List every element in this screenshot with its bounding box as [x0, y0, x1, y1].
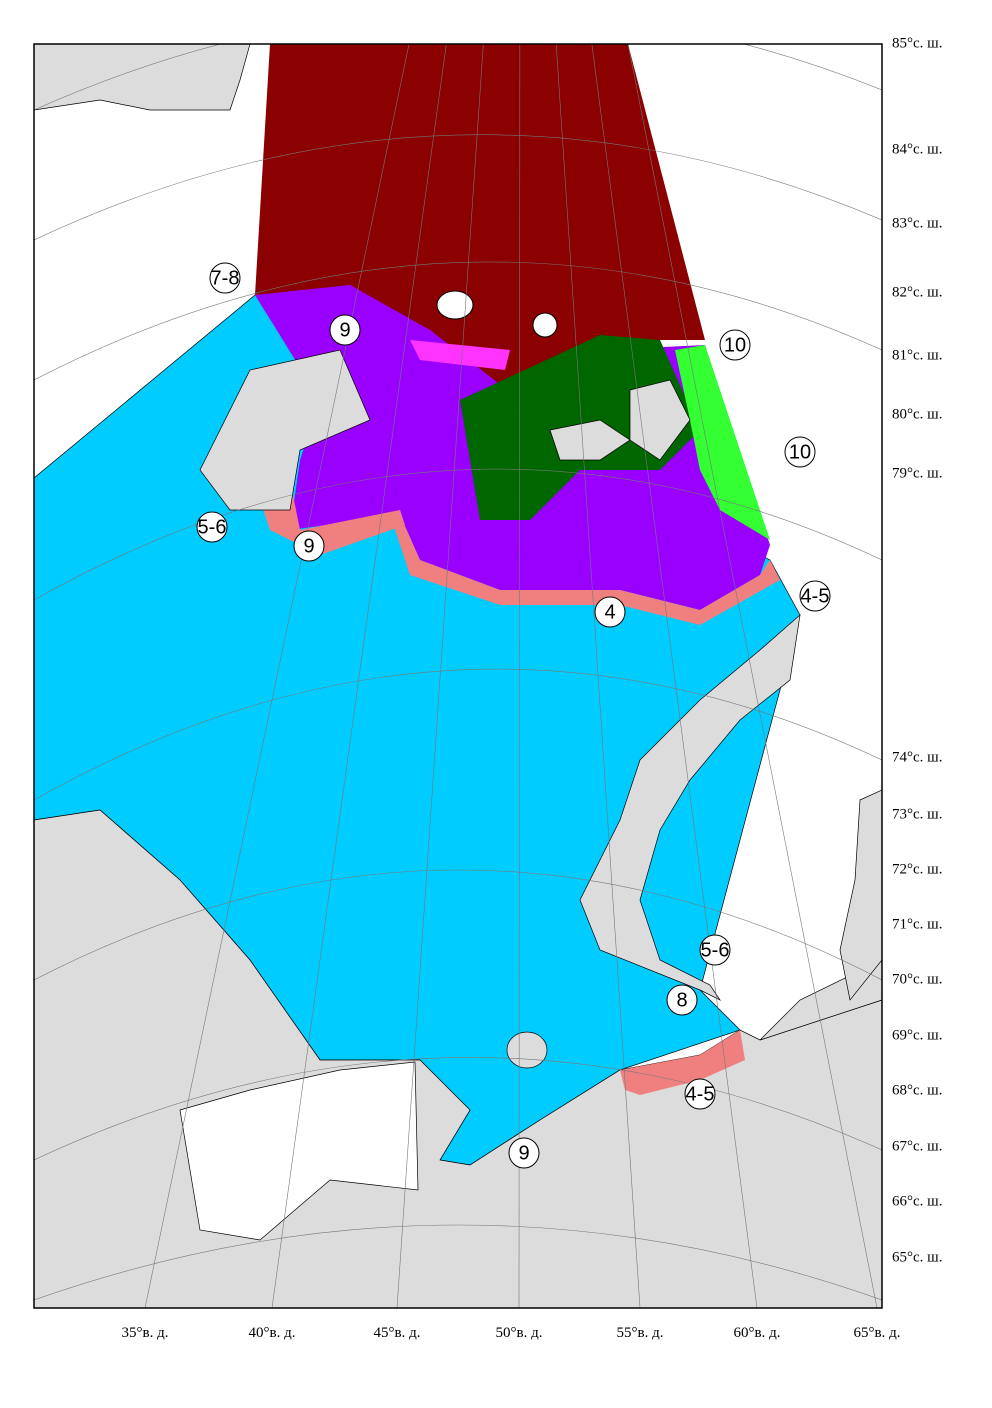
- ice-label: 10: [724, 334, 746, 356]
- ice-zone: [410, 340, 510, 370]
- graticule: [34, 44, 882, 1308]
- labels: 85°с. ш. 84°с. ш. 83°с. ш. 82°с. ш. 81°с. ш.…: [122, 35, 943, 1341]
- white-sea: [179, 1061, 419, 1241]
- lat-label: 65°с. ш.: [892, 1249, 942, 1265]
- lat-label: 83°с. ш.: [892, 215, 942, 231]
- lat-label: 67°с. ш.: [892, 1138, 942, 1154]
- ice-label: 4: [604, 601, 615, 623]
- ice-zone: [255, 44, 705, 410]
- lon-label: 55°в. д.: [617, 1325, 664, 1341]
- fast-ice: [532, 312, 558, 338]
- lat-label: 84°с. ш.: [892, 141, 942, 157]
- land: [199, 349, 371, 511]
- land: [579, 614, 801, 1001]
- ice-label: 7-8: [211, 267, 240, 289]
- ice-label-circle: [699, 934, 731, 966]
- ice-label: 9: [303, 535, 314, 557]
- lon-label: 35°в. д.: [122, 1325, 169, 1341]
- ice-zone: [395, 515, 780, 625]
- ice-label: 9: [518, 1142, 529, 1164]
- ice-label-circle: [666, 984, 698, 1016]
- ice-label: 5-6: [198, 516, 227, 538]
- lon-label: 65°в. д.: [854, 1325, 901, 1341]
- ice-label-circle: [784, 436, 816, 468]
- ice-label: 9: [339, 319, 350, 341]
- frame: [33, 43, 883, 1309]
- lat-label: 80°с. ш.: [892, 406, 942, 422]
- land: [549, 419, 631, 461]
- lat-label: 68°с. ш.: [892, 1082, 942, 1098]
- lat-label: 70°с. ш.: [892, 971, 942, 987]
- ice-zone: [260, 480, 405, 555]
- land: [34, 44, 251, 111]
- lat-label: 79°с. ш.: [892, 465, 942, 481]
- lat-label: 69°с. ш.: [892, 1027, 942, 1043]
- land: [839, 789, 882, 1001]
- lat-label: 71°с. ш.: [892, 916, 942, 932]
- fast-ice: [436, 290, 474, 320]
- island: [506, 1031, 548, 1069]
- ice-label-circle: [684, 1078, 716, 1110]
- ice-label: 5-6: [701, 939, 730, 961]
- lon-label: 40°в. д.: [249, 1325, 296, 1341]
- ice-label: 8: [676, 989, 687, 1011]
- lat-label: 66°с. ш.: [892, 1193, 942, 1209]
- lat-label: 74°с. ш.: [892, 749, 942, 765]
- lat-label: 72°с. ш.: [892, 861, 942, 877]
- lat-label: 73°с. ш.: [892, 806, 942, 822]
- ice-label-circle: [329, 314, 361, 346]
- ice-label-circle: [508, 1137, 540, 1169]
- lat-label: 81°с. ш.: [892, 347, 942, 363]
- ice-label-circle: [196, 511, 228, 543]
- ice-label-circle: [719, 329, 751, 361]
- ice-label: 4-5: [801, 585, 830, 607]
- ice-label-circle: [293, 530, 325, 562]
- lat-label: 82°с. ш.: [892, 284, 942, 300]
- ice-label: 10: [789, 441, 811, 463]
- ice-zone: [675, 345, 770, 540]
- ice-label: 4-5: [686, 1083, 715, 1105]
- ice-zone: [620, 1030, 745, 1095]
- lon-label: 45°в. д.: [374, 1325, 421, 1341]
- lon-label: 60°в. д.: [734, 1325, 781, 1341]
- ice-label-circle: [799, 580, 831, 612]
- map-body: [34, 44, 882, 1308]
- lat-label: 85°с. ш.: [892, 35, 942, 51]
- ice-label-circle: [594, 596, 626, 628]
- land: [629, 379, 691, 461]
- ice-label-circle: [209, 262, 241, 294]
- lon-label: 50°в. д.: [496, 1325, 543, 1341]
